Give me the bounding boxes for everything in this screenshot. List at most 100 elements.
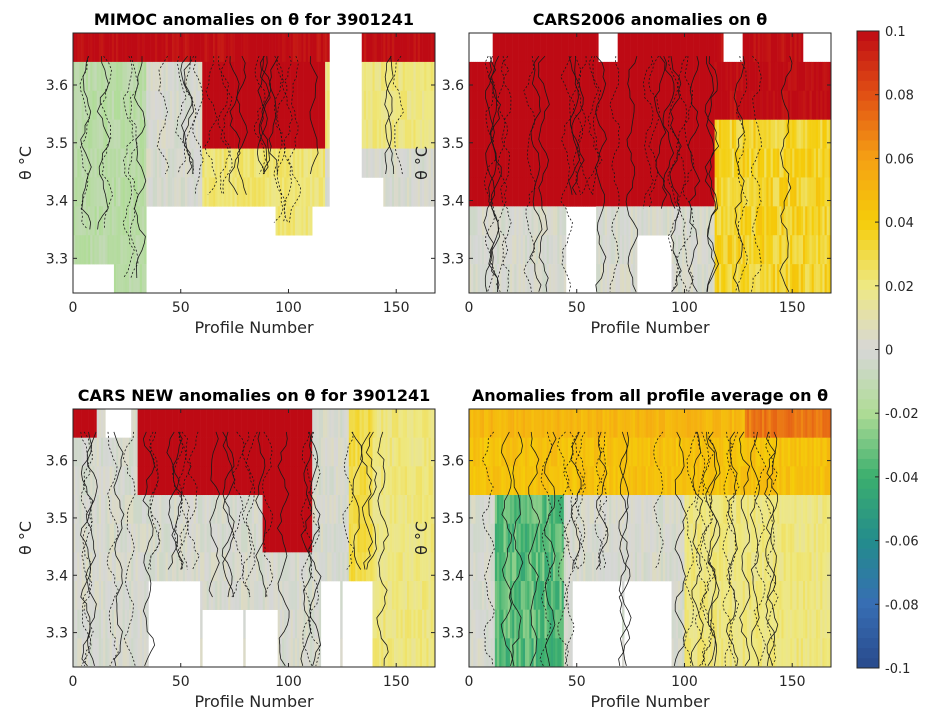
heatmap-cell	[471, 437, 474, 467]
heatmap-cell	[652, 33, 655, 63]
heatmap-cell	[368, 523, 371, 553]
heatmap-cell	[146, 177, 149, 207]
heatmap-cell	[477, 148, 481, 178]
heatmap-cell	[492, 235, 496, 265]
heatmap-cell	[275, 61, 278, 92]
heatmap-cell	[103, 667, 105, 696]
heatmap-cell	[77, 119, 80, 149]
heatmap-cell	[75, 33, 78, 63]
heatmap-cell	[297, 148, 300, 178]
heatmap-cell	[480, 293, 482, 322]
heatmap-cell	[777, 61, 780, 92]
heatmap-cell	[497, 523, 500, 553]
heatmap-cell	[671, 638, 674, 667]
contour-line	[241, 431, 255, 598]
heatmap-cell	[361, 119, 365, 149]
heatmap-cell	[708, 235, 711, 265]
heatmap-cell	[232, 119, 235, 149]
heatmap-cell	[723, 119, 726, 149]
heatmap-cell	[518, 523, 522, 553]
heatmap-cell	[779, 264, 782, 293]
heatmap-cell	[682, 437, 685, 467]
heatmap-cell	[411, 466, 414, 496]
heatmap-cell	[593, 495, 597, 524]
heatmap-cell	[243, 552, 246, 582]
heatmap-cell	[363, 466, 367, 496]
heatmap-cell	[671, 177, 674, 207]
heatmap-cell	[568, 581, 571, 610]
heatmap-cell	[144, 61, 147, 92]
heatmap-cell	[77, 235, 80, 265]
heatmap-cell	[394, 33, 397, 63]
heatmap-cell	[273, 495, 276, 524]
heatmap-cell	[94, 177, 97, 207]
contour-line	[300, 431, 313, 667]
heatmap-cell	[585, 61, 588, 92]
heatmap-cell	[124, 33, 128, 63]
heatmap-cell	[591, 437, 595, 467]
heatmap-cell	[266, 523, 270, 553]
heatmap-cell	[370, 119, 373, 149]
heatmap-cell	[417, 638, 421, 667]
heatmap-cell	[96, 495, 100, 524]
heatmap-cell	[632, 437, 636, 467]
heatmap-cell	[766, 264, 769, 293]
heatmap-cell	[191, 119, 194, 149]
heatmap-cell	[606, 90, 610, 120]
heatmap-cell	[73, 90, 76, 120]
heatmap-cell	[826, 264, 830, 293]
heatmap-cell	[372, 409, 375, 438]
heatmap-cell	[187, 495, 190, 524]
contour-line	[538, 55, 550, 292]
heatmap-cell	[667, 148, 670, 178]
heatmap-cell	[243, 409, 246, 438]
heatmap-cell	[490, 409, 493, 438]
heatmap-cell	[366, 466, 369, 496]
heatmap-cell	[606, 523, 610, 553]
heatmap-cell	[165, 177, 169, 207]
heatmap-cell	[583, 90, 586, 120]
heatmap-cell	[161, 409, 164, 438]
heatmap-cell	[522, 466, 526, 496]
heatmap-cell	[654, 409, 657, 438]
heatmap-cell	[90, 523, 93, 553]
heatmap-cell	[193, 90, 197, 120]
heatmap-cell	[139, 609, 143, 639]
heatmap-cell	[624, 206, 627, 236]
heatmap-cell	[81, 33, 85, 63]
heatmap-cell	[815, 90, 819, 120]
heatmap-cell	[269, 90, 272, 120]
heatmap-cell	[83, 409, 87, 438]
heatmap-cell	[154, 523, 158, 553]
contour-line	[172, 431, 184, 570]
heatmap-cell	[734, 61, 737, 92]
heatmap-cell	[497, 581, 500, 610]
contour-line	[308, 431, 322, 667]
heatmap-cell	[802, 61, 806, 92]
heatmap-cell	[690, 235, 694, 265]
heatmap-cell	[286, 437, 289, 467]
heatmap-cell	[230, 90, 233, 120]
heatmap-cell	[617, 523, 621, 553]
heatmap-cell	[527, 552, 530, 582]
heatmap-cell	[815, 119, 819, 149]
heatmap-cell	[96, 409, 100, 438]
heatmap-cell	[621, 148, 625, 178]
heatmap-cell	[721, 206, 724, 236]
heatmap-cell	[417, 119, 421, 149]
heatmap-cell	[197, 552, 201, 582]
heatmap-cell	[249, 581, 253, 610]
heatmap-cell	[488, 235, 491, 265]
heatmap-cell	[83, 177, 87, 207]
heatmap-cell	[811, 177, 815, 207]
heatmap-cell	[471, 119, 474, 149]
heatmap-cell	[634, 437, 638, 467]
heatmap-cell	[96, 206, 100, 236]
heatmap-cell	[509, 609, 513, 639]
heatmap-cell	[126, 33, 130, 63]
heatmap-cell	[523, 293, 525, 322]
heatmap-cell	[486, 437, 489, 467]
heatmap-cell	[122, 148, 126, 178]
heatmap-cell	[516, 264, 519, 293]
heatmap-cell	[690, 523, 694, 553]
